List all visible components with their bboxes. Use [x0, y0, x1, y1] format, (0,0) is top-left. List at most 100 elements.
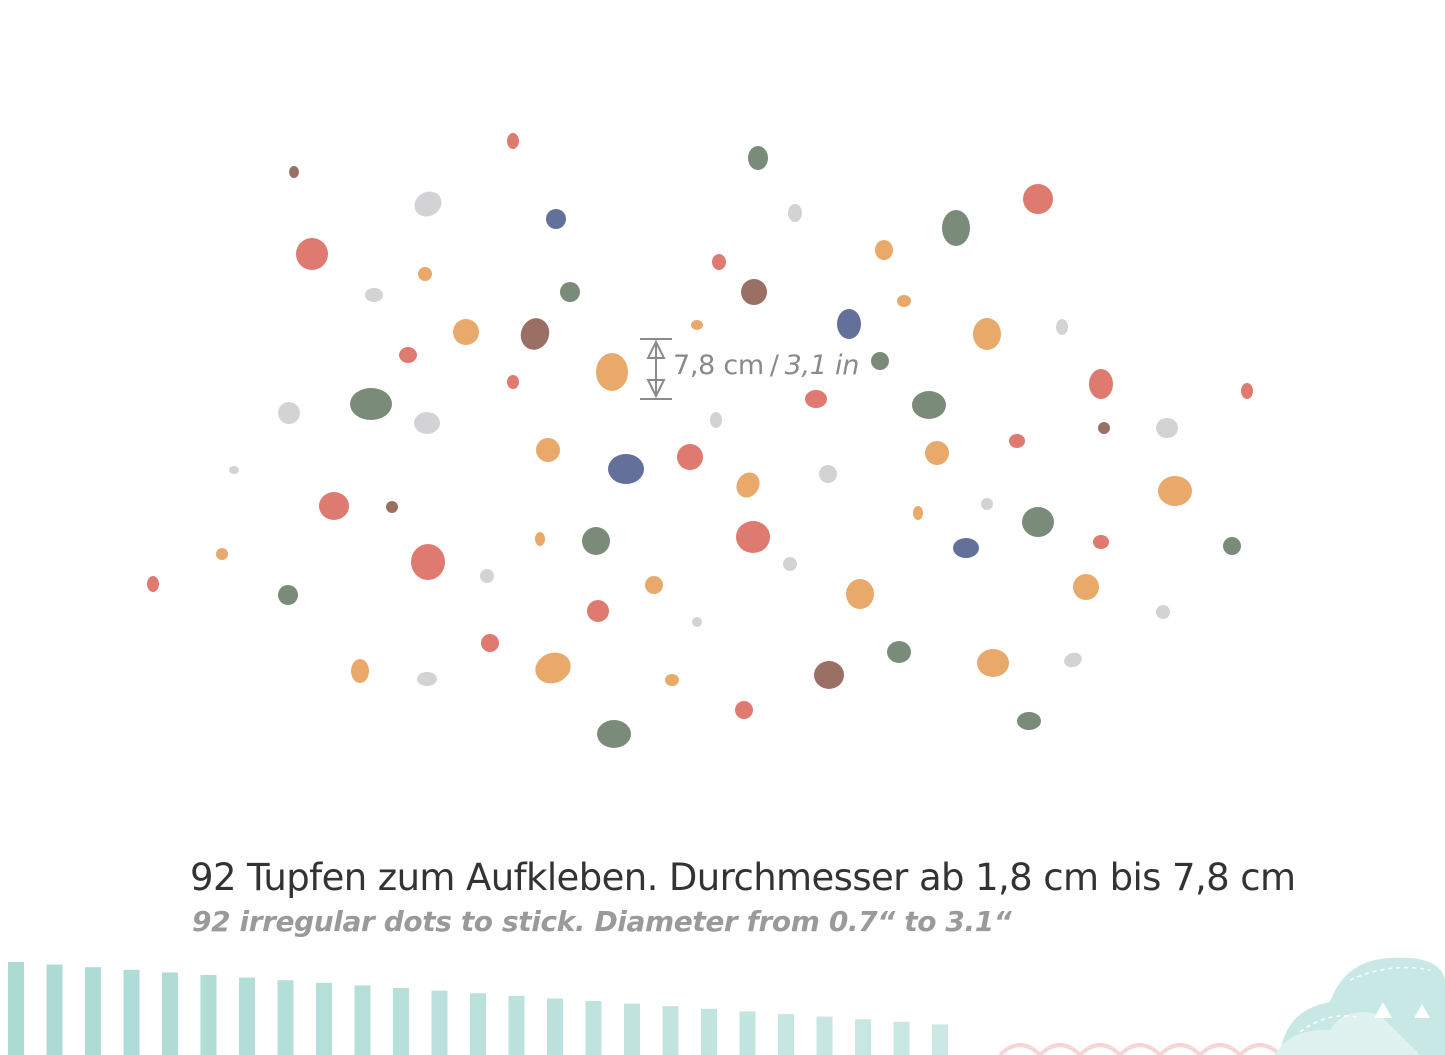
slate-blue-dot	[953, 538, 979, 558]
grey-dot	[788, 204, 802, 222]
coral-dot	[736, 521, 770, 553]
cloud-decor	[1275, 957, 1445, 1055]
stripe	[162, 972, 178, 1055]
ochre-dot	[216, 548, 228, 560]
stripe	[585, 1001, 602, 1055]
ochre-dot	[351, 659, 369, 683]
coral-dot	[1023, 184, 1053, 214]
stripe	[778, 1014, 794, 1055]
grey-dot	[414, 191, 442, 217]
caption-subline: 92 irregular dots to stick. Diameter fro…	[192, 905, 1012, 938]
brown-dot	[814, 661, 844, 689]
ochre-dot	[453, 319, 479, 345]
caption-headline: 92 Tupfen zum Aufkleben. Durchmesser ab …	[190, 856, 1296, 899]
ochre-dot	[973, 318, 1001, 350]
slate-blue-dot	[837, 309, 861, 339]
stripe	[624, 1003, 640, 1055]
coral-dot	[507, 133, 519, 149]
stripe	[662, 1006, 679, 1055]
stripe	[354, 985, 371, 1055]
stripe	[547, 998, 563, 1055]
stripe	[816, 1016, 833, 1055]
coral-dot	[147, 576, 159, 592]
stripe	[239, 977, 255, 1055]
ochre-dot	[875, 240, 893, 260]
stripe	[893, 1021, 910, 1055]
stripe	[316, 982, 332, 1055]
ochre-dot	[691, 320, 703, 330]
grey-dot	[278, 402, 300, 424]
ochre-dot	[645, 576, 663, 594]
brown-dot	[741, 279, 767, 305]
grey-dot	[783, 557, 797, 571]
vertical-stripes-decor	[8, 962, 948, 1055]
diameter-separator: /	[769, 350, 779, 381]
coral-dot	[1089, 369, 1113, 399]
grey-dot	[1064, 652, 1082, 668]
ochre-dot	[418, 267, 432, 281]
ochre-dot	[665, 674, 679, 686]
ochre-dot	[535, 532, 545, 546]
brown-dot	[386, 501, 398, 513]
stripe	[470, 993, 486, 1055]
sage-dot	[887, 641, 911, 663]
slate-blue-dot	[608, 454, 644, 484]
grey-dot	[1156, 418, 1178, 438]
slate-blue-dot	[546, 209, 566, 229]
coral-dot	[399, 347, 417, 363]
grey-dot	[480, 569, 494, 583]
bottom-decoration	[8, 957, 1445, 1055]
dimension-arrow-icon	[640, 338, 672, 400]
sage-dot	[1223, 537, 1241, 555]
coral-dot	[805, 390, 827, 408]
diameter-metric: 7,8 cm	[673, 350, 764, 381]
sage-dot	[278, 585, 298, 605]
ochre-dot	[736, 472, 760, 498]
sage-dot	[582, 527, 610, 555]
dot-pattern	[147, 133, 1253, 748]
coral-dot	[587, 600, 609, 622]
ochre-dot	[977, 649, 1009, 677]
sage-dot	[871, 352, 889, 370]
stripe	[855, 1019, 871, 1055]
grey-dot	[819, 465, 837, 483]
stripe	[85, 967, 101, 1055]
stripe	[431, 990, 448, 1055]
stripe	[277, 980, 294, 1055]
stripe	[508, 995, 525, 1055]
coral-dot	[507, 375, 519, 389]
grey-dot	[1056, 319, 1068, 335]
stripe	[8, 962, 24, 1055]
sage-dot	[560, 282, 580, 302]
stripe	[393, 988, 409, 1055]
sage-dot	[912, 391, 946, 419]
sage-dot	[748, 146, 768, 170]
coral-dot	[1093, 535, 1109, 549]
sage-dot	[942, 210, 970, 246]
grey-dot	[710, 412, 722, 428]
ochre-dot	[535, 652, 571, 684]
grey-dot	[229, 466, 239, 474]
coral-dot	[735, 701, 753, 719]
sage-dot	[350, 388, 392, 420]
coral-dot	[1009, 434, 1025, 448]
ochre-dot	[925, 441, 949, 465]
ochre-dot	[596, 353, 628, 391]
coral-dot	[1241, 383, 1253, 399]
grey-dot	[692, 617, 702, 627]
ochre-dot	[1158, 476, 1192, 506]
coral-dot	[411, 544, 445, 580]
grey-dot	[981, 498, 993, 510]
stripe	[123, 969, 140, 1055]
sage-dot	[1017, 712, 1041, 730]
brown-dot	[520, 318, 550, 350]
coral-dot	[319, 492, 349, 520]
coral-dot	[712, 254, 726, 270]
coral-dot	[481, 634, 499, 652]
grey-dot	[417, 672, 437, 686]
stripe	[200, 975, 217, 1055]
stripe	[932, 1024, 948, 1055]
diameter-imperial: 3,1 in	[784, 350, 860, 381]
stripe	[739, 1011, 756, 1055]
ochre-dot	[1073, 574, 1099, 600]
